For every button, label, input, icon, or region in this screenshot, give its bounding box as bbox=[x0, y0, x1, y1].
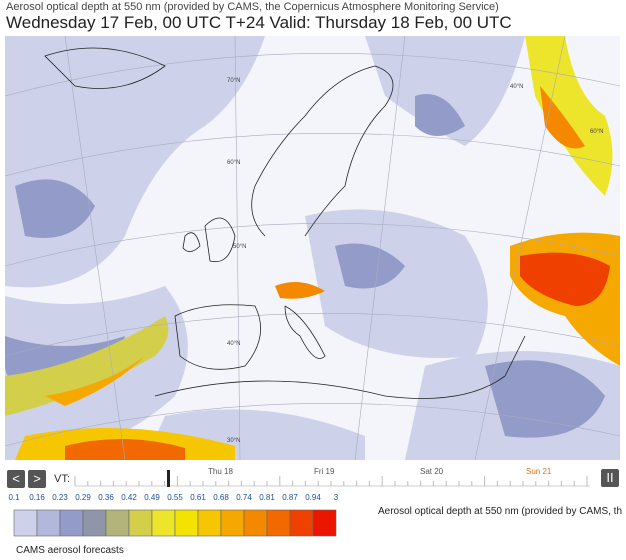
legend-swatch bbox=[312, 509, 337, 537]
legend-value: 0.55 bbox=[167, 493, 183, 502]
legend-swatch bbox=[105, 509, 130, 537]
lat-label: 30°N bbox=[227, 438, 240, 444]
legend-swatch bbox=[151, 509, 176, 537]
day-label: Fri 19 bbox=[314, 467, 335, 476]
lat-label: 40°N bbox=[227, 341, 240, 347]
legend-value: 3 bbox=[333, 493, 339, 502]
aerosol-medium bbox=[5, 94, 605, 438]
legend-value: 0.29 bbox=[75, 493, 91, 502]
legend-swatch bbox=[266, 509, 291, 537]
day-label: Sun 21 bbox=[526, 467, 552, 476]
legend-swatch bbox=[36, 509, 61, 537]
lat-label: 60°N bbox=[590, 129, 603, 135]
prev-button[interactable]: < bbox=[7, 470, 25, 488]
legend-value: 0.16 bbox=[29, 493, 45, 502]
legend-caption: Aerosol optical depth at 550 nm (provide… bbox=[378, 506, 623, 517]
legend-value: 0.23 bbox=[52, 493, 68, 502]
map: 70°N 60°N 50°N 40°N 30°N 60°N 40°N bbox=[5, 36, 620, 460]
legend-value: 0.94 bbox=[305, 493, 321, 502]
next-button[interactable]: > bbox=[28, 470, 46, 488]
legend-swatch bbox=[82, 509, 107, 537]
legend-swatch bbox=[197, 509, 222, 537]
lat-label: 50°N bbox=[233, 244, 246, 250]
legend-value: 0.81 bbox=[259, 493, 275, 502]
legend-value: 0.87 bbox=[282, 493, 298, 502]
legend-swatch bbox=[243, 509, 268, 537]
footer-caption: CAMS aerosol forecasts bbox=[16, 545, 124, 556]
title: Wednesday 17 Feb, 00 UTC T+24 Valid: Thu… bbox=[6, 13, 512, 32]
lat-label: 40°N bbox=[510, 84, 523, 90]
pause-button[interactable]: II bbox=[601, 469, 619, 487]
coastlines bbox=[44, 47, 526, 399]
latitude-labels: 70°N 60°N 50°N 40°N 30°N 60°N 40°N bbox=[227, 78, 603, 444]
vt-label: VT: bbox=[54, 473, 70, 485]
day-label: Thu 18 bbox=[208, 467, 233, 476]
graticule bbox=[5, 36, 620, 460]
legend-value: 0.1 bbox=[8, 493, 20, 502]
subtitle: Aerosol optical depth at 550 nm (provide… bbox=[6, 1, 499, 13]
legend-swatch bbox=[220, 509, 245, 537]
legend-value: 0.49 bbox=[144, 493, 160, 502]
legend-value: 0.61 bbox=[190, 493, 206, 502]
lat-label: 70°N bbox=[227, 78, 240, 84]
lat-label: 60°N bbox=[227, 160, 240, 166]
legend-value: 0.42 bbox=[121, 493, 137, 502]
legend-swatch bbox=[128, 509, 153, 537]
legend-value: 0.36 bbox=[98, 493, 114, 502]
legend-swatch bbox=[59, 509, 84, 537]
legend-swatch bbox=[174, 509, 199, 537]
legend-value: 0.74 bbox=[236, 493, 252, 502]
day-label: Sat 20 bbox=[420, 467, 444, 476]
timeline bbox=[74, 470, 590, 487]
legend-value: 0.68 bbox=[213, 493, 229, 502]
legend-bar bbox=[13, 509, 337, 537]
timeline-cursor[interactable] bbox=[167, 470, 170, 487]
legend-swatch bbox=[289, 509, 314, 537]
legend-swatch bbox=[13, 509, 38, 537]
